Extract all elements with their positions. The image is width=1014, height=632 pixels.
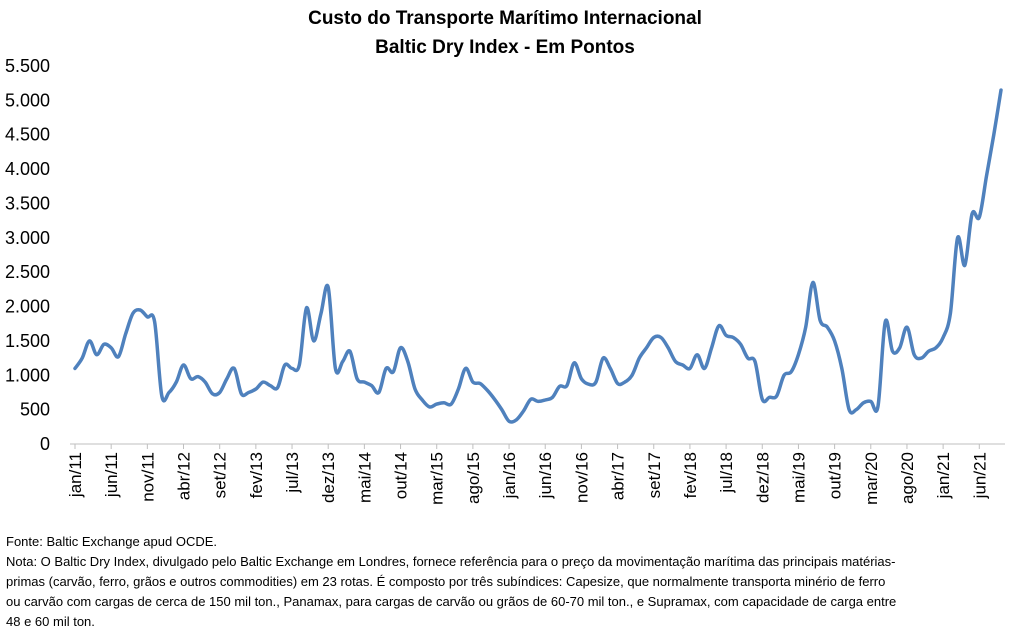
y-tick-label: 500 [20,400,50,420]
x-tick-label: fev/13 [247,452,266,498]
x-tick-label: set/17 [645,452,664,498]
x-tick-label: mai/14 [355,452,374,503]
x-tick-label: mar/20 [862,452,881,505]
x-tick-label: jan/11 [66,452,85,498]
x-tick-label: fev/18 [681,452,700,498]
x-axis-tick-marks [74,444,980,449]
x-tick-label: jun/21 [970,452,989,499]
y-tick-label: 3.500 [5,193,50,213]
x-tick-label: ago/15 [464,452,483,504]
y-tick-label: 4.000 [5,159,50,179]
x-tick-label: dez/13 [319,452,338,503]
x-tick-label: jul/13 [283,452,302,494]
note-line-2: primas (carvão, ferro, grãos e outros co… [6,574,886,589]
x-tick-label: jan/21 [934,452,953,499]
y-tick-label: 2.500 [5,262,50,282]
note-line-1: Nota: O Baltic Dry Index, divulgado pelo… [6,554,896,569]
x-tick-label: jun/16 [536,452,555,499]
note-line-3: ou carvão com cargas de cerca de 150 mil… [6,594,897,609]
y-tick-label: 3.000 [5,228,50,248]
x-axis-ticks: jan/11 jun/11 nov/11 abr/12 set/12 fev/13 jul/… [66,452,989,505]
y-tick-label: 2.000 [5,297,50,317]
y-tick-label: 5.000 [5,90,50,110]
x-tick-label: out/14 [392,452,411,499]
chart-title: Custo do Transporte Marítimo Internacion… [308,8,702,29]
x-tick-label: ago/20 [898,452,917,504]
x-tick-label: mai/19 [789,452,808,503]
x-tick-label: out/19 [826,452,845,499]
note-line-4: 48 e 60 mil ton. [6,614,95,629]
chart-subtitle: Baltic Dry Index - Em Pontos [375,37,635,58]
x-tick-label: jun/11 [102,452,121,498]
x-tick-label: mar/15 [428,452,447,505]
x-tick-label: nov/16 [572,452,591,503]
x-tick-label: jan/16 [500,452,519,499]
y-tick-label: 0 [40,434,50,454]
footer-notes: Fonte: Baltic Exchange apud OCDE. Nota: … [6,532,1006,632]
x-tick-label: nov/11 [138,452,157,502]
x-tick-label: abr/17 [609,452,628,500]
x-tick-label: dez/18 [753,452,772,503]
y-tick-label: 1.500 [5,331,50,351]
x-tick-label: jul/18 [717,452,736,494]
x-tick-label: abr/12 [175,452,194,500]
x-tick-label: set/12 [211,452,230,498]
series-line-baltic-dry-index [73,88,1003,424]
source-text: Fonte: Baltic Exchange apud OCDE. [6,534,218,549]
chart: Custo do Transporte Marítimo Internacion… [5,8,1005,505]
y-axis-ticks: 0 500 1.000 1.500 2.000 2.500 3.000 3.500 4.000 4… [5,56,50,454]
y-tick-label: 4.500 [5,125,50,145]
y-tick-label: 5.500 [5,56,50,76]
y-tick-label: 1.000 [5,365,50,385]
